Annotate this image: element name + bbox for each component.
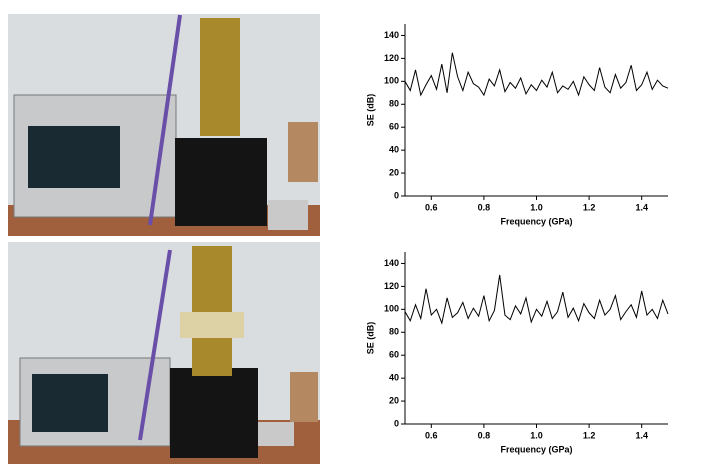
x-tick-label: 1.4	[635, 202, 648, 212]
y-tick-label: 140	[384, 258, 399, 268]
y-tick-label: 100	[384, 304, 399, 314]
y-tick-label: 120	[384, 53, 399, 63]
y-tick-label: 0	[394, 190, 399, 200]
y-tick-label: 0	[394, 418, 399, 428]
y-tick-label: 120	[384, 281, 399, 291]
x-tick-label: 1.2	[583, 430, 596, 440]
x-tick-label: 1.4	[635, 430, 648, 440]
x-tick-label: 0.8	[478, 202, 491, 212]
y-tick-label: 60	[389, 350, 399, 360]
x-axis-label: Frequency (GPa)	[500, 216, 572, 226]
y-axis-label: SE (dB)	[365, 322, 375, 355]
x-tick-label: 0.8	[478, 430, 491, 440]
y-tick-label: 20	[389, 167, 399, 177]
photo-top	[8, 14, 320, 236]
y-tick-label: 20	[389, 395, 399, 405]
y-tick-label: 80	[389, 327, 399, 337]
x-tick-label: 1.0	[530, 430, 543, 440]
y-tick-label: 40	[389, 145, 399, 155]
y-tick-label: 60	[389, 122, 399, 132]
photo-bottom	[8, 242, 320, 464]
data-line	[404, 52, 669, 97]
data-line	[404, 274, 669, 325]
y-tick-label: 140	[384, 30, 399, 40]
x-tick-label: 0.6	[425, 430, 438, 440]
x-tick-label: 1.0	[530, 202, 543, 212]
x-tick-label: 1.2	[583, 202, 596, 212]
y-tick-label: 80	[389, 99, 399, 109]
y-tick-label: 100	[384, 76, 399, 86]
y-axis-label: SE (dB)	[365, 94, 375, 127]
y-tick-label: 40	[389, 373, 399, 383]
x-tick-label: 0.6	[425, 202, 438, 212]
x-axis-label: Frequency (GPa)	[500, 444, 572, 454]
